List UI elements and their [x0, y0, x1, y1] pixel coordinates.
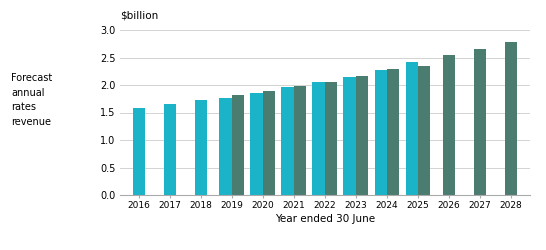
Bar — [294, 86, 306, 195]
Bar — [505, 42, 517, 195]
Bar — [263, 90, 275, 195]
Bar — [406, 62, 418, 195]
Bar — [194, 100, 207, 195]
Bar — [312, 82, 325, 195]
Bar — [343, 77, 356, 195]
Bar — [219, 98, 232, 195]
Bar — [474, 49, 486, 195]
Text: $billion: $billion — [120, 10, 158, 20]
Bar — [325, 82, 337, 195]
Bar — [418, 66, 430, 195]
Bar — [164, 104, 176, 195]
Bar — [133, 108, 145, 195]
Bar — [281, 87, 294, 195]
X-axis label: Year ended 30 June: Year ended 30 June — [275, 214, 375, 224]
Bar — [232, 96, 244, 195]
Bar — [251, 93, 263, 195]
Text: Forecast
annual
rates
revenue: Forecast annual rates revenue — [11, 73, 52, 127]
Bar — [356, 76, 369, 195]
Bar — [443, 55, 455, 195]
Bar — [387, 68, 399, 195]
Bar — [375, 70, 387, 195]
